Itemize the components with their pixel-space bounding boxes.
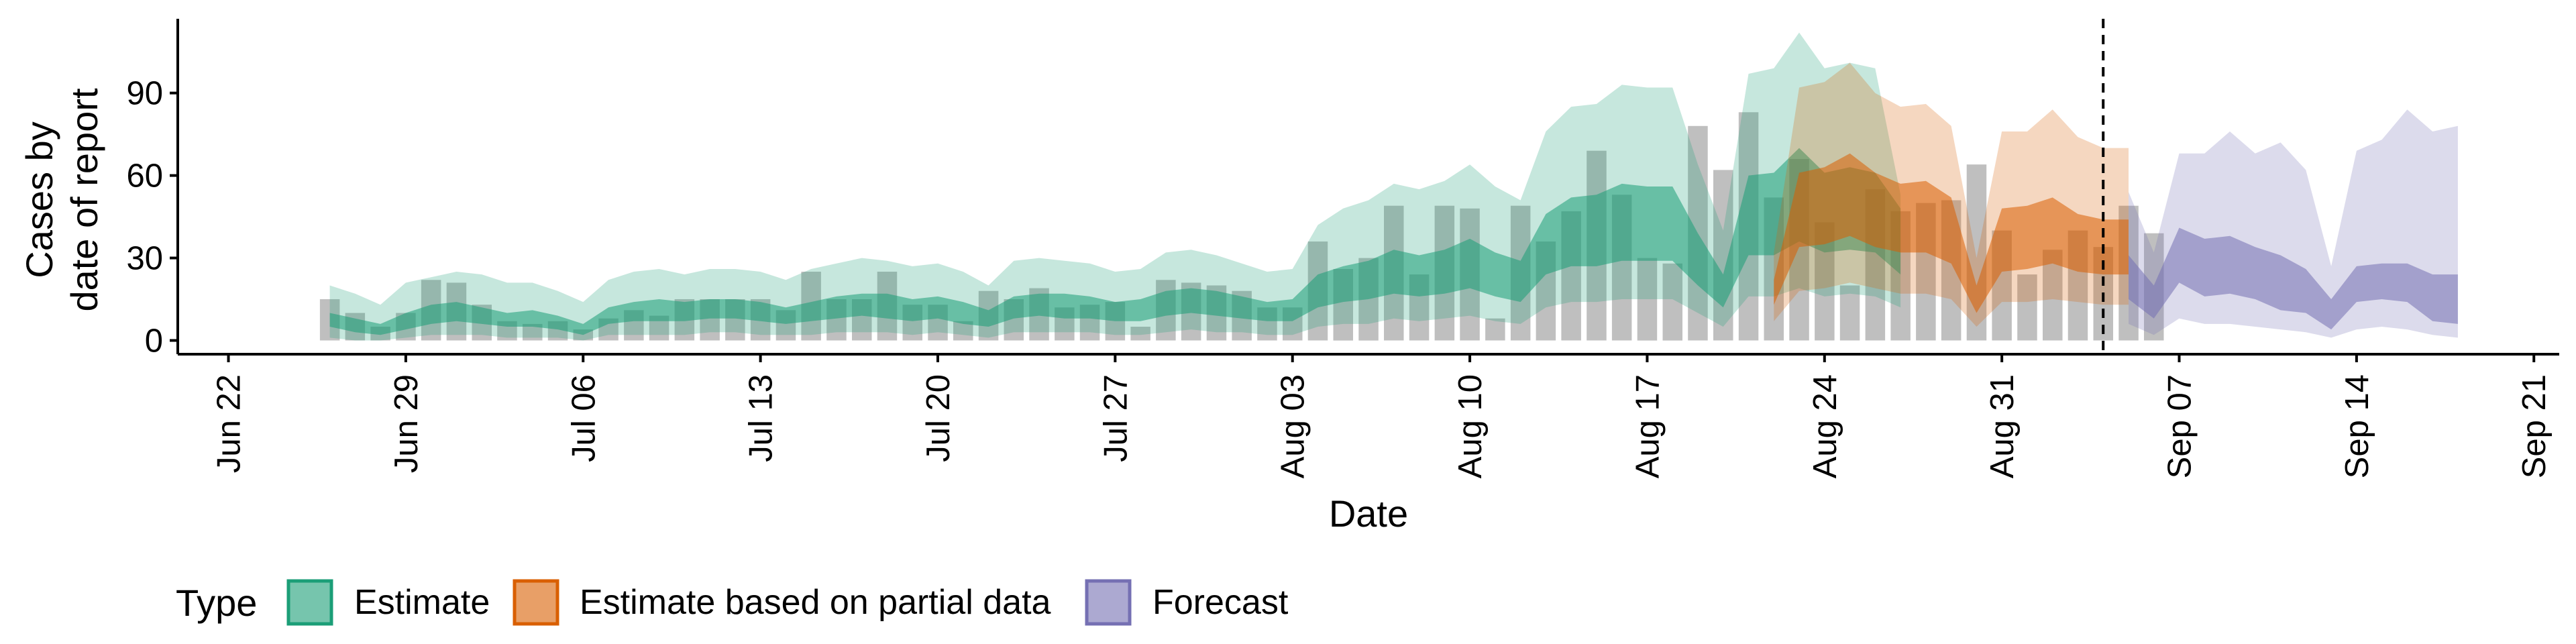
x-tick-label: Aug 10 (1452, 374, 1489, 478)
x-tick-label: Aug 31 (1984, 374, 2021, 478)
bar (1485, 318, 1505, 341)
legend-swatch-forecast (1085, 579, 1132, 626)
y-axis-title-line1: Cases by (18, 121, 60, 278)
band-inner-estimate (329, 148, 1901, 335)
bar (1662, 263, 1682, 341)
legend-label-partial: Estimate based on partial data (580, 583, 1051, 622)
axes-layer (176, 19, 2559, 356)
legend-title: Type (176, 582, 257, 624)
y-tick-label: 30 (126, 241, 163, 277)
x-tick-label: Aug 03 (1275, 374, 1311, 478)
y-tick-label: 0 (145, 323, 163, 360)
legend-label-estimate: Estimate (354, 583, 490, 622)
x-tick-label: Sep 14 (2339, 374, 2375, 478)
legend: Type Estimate Estimate based on partial … (176, 579, 1289, 626)
x-tick-label: Jul 27 (1097, 374, 1134, 462)
x-tick-label: Jun 22 (211, 374, 248, 473)
bar (1839, 285, 1860, 341)
bands-layer (329, 32, 2458, 341)
y-ticks: 0 30 60 90 (126, 76, 178, 360)
y-tick-label: 90 (126, 76, 163, 112)
band-inner-forecast (2129, 227, 2458, 330)
x-tick-label: Sep 07 (2162, 374, 2198, 478)
bar (2017, 274, 2037, 341)
y-axis-title-line2: date of report (63, 88, 105, 312)
x-tick-label: Jun 29 (388, 374, 425, 473)
y-tick-label: 60 (126, 158, 163, 195)
x-tick-label: Aug 24 (1807, 374, 1843, 478)
x-tick-label: Jul 13 (743, 374, 780, 462)
bar (1637, 258, 1658, 341)
x-tick-label: Aug 17 (1629, 374, 1666, 478)
legend-swatch-partial (513, 579, 559, 626)
legend-swatch-estimate (286, 579, 333, 626)
x-tick-label: Jul 06 (566, 374, 602, 462)
x-axis-title: Date (1329, 492, 1408, 535)
x-ticks: Jun 22 Jun 29 Jul 06 Jul 13 Jul 20 Jul 27 Aug … (211, 354, 2553, 478)
legend-label-forecast: Forecast (1152, 583, 1289, 622)
band-inner-estimate-based-on-partial-data (1774, 153, 2129, 313)
bar (1130, 327, 1150, 341)
x-tick-label: Jul 20 (920, 374, 957, 462)
x-tick-label: Sep 21 (2516, 374, 2553, 478)
